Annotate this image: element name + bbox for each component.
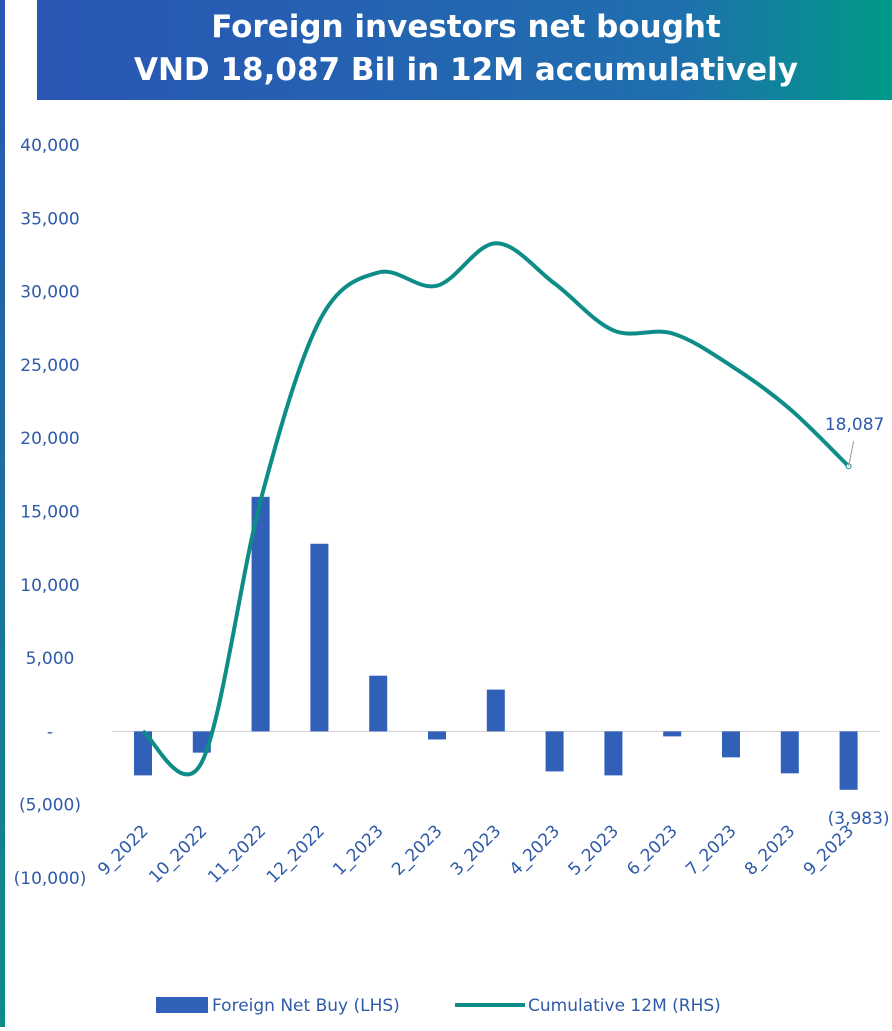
data-label: 18,087: [825, 415, 884, 435]
y-tick-label: (5,000): [19, 796, 81, 816]
y-tick-label: 10,000: [20, 576, 79, 596]
x-tick-label: 6_2023: [623, 821, 681, 879]
x-tick-label: 9_2023: [800, 821, 858, 879]
y-tick-label: 5,000: [26, 649, 75, 669]
y-tick-label: (10,000): [14, 869, 87, 889]
y-tick-label: 15,000: [20, 503, 79, 523]
bar: [780, 731, 799, 774]
bar: [545, 731, 564, 772]
edge-strip: [0, 0, 5, 1027]
bar: [839, 731, 858, 790]
x-tick-label: 4_2023: [506, 821, 564, 879]
x-tick-label: 5_2023: [565, 821, 623, 879]
leader: [848, 441, 855, 467]
bar: [369, 675, 388, 732]
title-banner: [37, 0, 892, 100]
bar: [486, 689, 505, 732]
legend-label: Foreign Net Buy (LHS): [212, 996, 400, 1016]
y-tick-label: 30,000: [20, 283, 79, 303]
x-tick-label: 10_2022: [145, 821, 211, 887]
x-tick-label: 9_2022: [94, 821, 152, 879]
x-tick-label: 7_2023: [682, 821, 740, 879]
x-tick-label: 1_2023: [329, 821, 387, 879]
y-tick-label: 35,000: [20, 209, 79, 229]
x-tick-label: 2_2023: [388, 821, 446, 879]
bar: [604, 731, 623, 776]
bar: [722, 731, 740, 758]
chart-title: VND 18,087 Bil in 12M accumulatively: [134, 52, 798, 88]
y-tick-label: 40,000: [20, 136, 79, 156]
bar: [251, 496, 270, 732]
y-tick-label: 20,000: [20, 429, 79, 449]
bar: [428, 731, 446, 740]
x-tick-label: 11_2022: [204, 821, 270, 887]
data-label: (3,983): [828, 809, 890, 829]
bar: [134, 731, 152, 776]
x-tick-label: 12_2022: [263, 821, 329, 887]
x-tick-label: 8_2023: [741, 821, 799, 879]
y-tick-label: -: [47, 722, 53, 742]
bar: [310, 543, 329, 732]
x-tick-label: 3_2023: [447, 821, 505, 879]
bar: [663, 731, 682, 737]
line: [141, 241, 850, 777]
legend-swatch: [156, 997, 208, 1013]
chart-title: Foreign investors net bought: [211, 9, 721, 45]
y-tick-label: 25,000: [20, 356, 79, 376]
legend-label: Cumulative 12M (RHS): [528, 996, 721, 1016]
